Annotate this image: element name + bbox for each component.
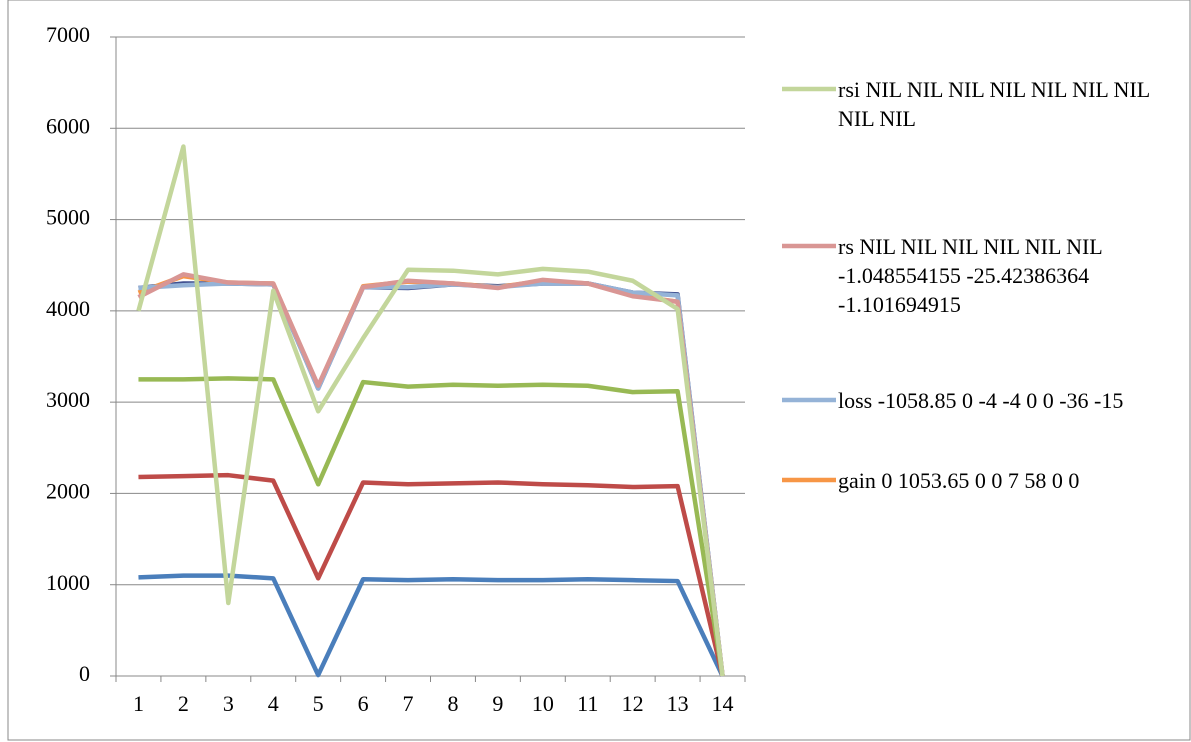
x-tick-label: 7 [403, 691, 414, 716]
y-tick-label: 3000 [46, 387, 90, 412]
legend-entry: loss -1058.85 0 -4 -4 0 0 -36 -15 [838, 388, 1124, 413]
x-tick-label: 8 [447, 691, 458, 716]
series-line [138, 472, 725, 677]
x-tick-label: 5 [313, 691, 324, 716]
series-line [136, 144, 725, 677]
x-tick-label: 11 [577, 691, 598, 716]
x-tick-label: 4 [268, 691, 279, 716]
legend-entry: rs NIL NIL NIL NIL NIL NIL -1.048554155 … [838, 234, 1102, 317]
series-line [138, 376, 725, 677]
x-tick-label: 9 [492, 691, 503, 716]
y-tick-label: 4000 [46, 296, 90, 321]
y-tick-label: 7000 [46, 22, 90, 47]
y-tick-label: 0 [79, 661, 90, 686]
y-tick-label: 2000 [46, 478, 90, 503]
x-tick-label: 2 [178, 691, 189, 716]
x-tick-label: 1 [133, 691, 144, 716]
y-tick-label: 6000 [46, 113, 90, 138]
x-tick-label: 13 [667, 691, 689, 716]
x-tick-label: 12 [622, 691, 644, 716]
x-tick-label: 14 [712, 691, 734, 716]
series-line [137, 272, 725, 677]
legend-entry: rsi NIL NIL NIL NIL NIL NIL NIL NIL NIL [838, 77, 1150, 131]
series-line [138, 573, 725, 678]
x-tick-label: 3 [223, 691, 234, 716]
y-tick-label: 5000 [46, 205, 90, 230]
x-tick-label: 6 [358, 691, 369, 716]
x-tick-label: 10 [532, 691, 554, 716]
legend-entry: gain 0 1053.65 0 0 7 58 0 0 [838, 468, 1080, 493]
y-tick-label: 1000 [46, 570, 90, 595]
